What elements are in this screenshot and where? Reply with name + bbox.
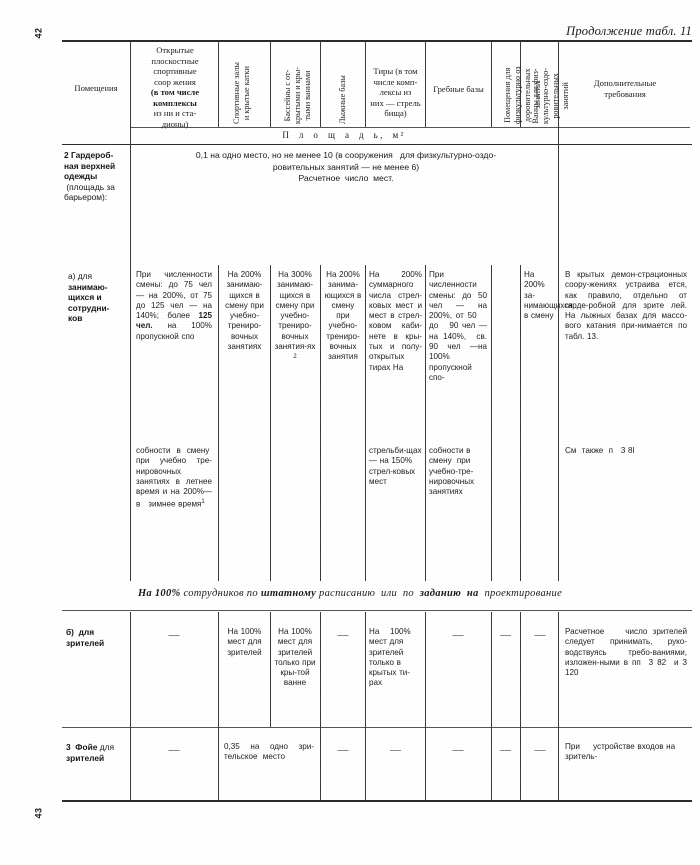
rowlabel-cloakroom: 2 Гардероб-ная верхней одежды (площадь за… (64, 150, 116, 203)
colhead-ski-bases: Лыжные базы (338, 75, 347, 124)
vrule-c5 (365, 41, 366, 127)
rowlabel-spectators: б) для зрителей (66, 627, 105, 648)
vrule-c1 (130, 41, 131, 144)
colhead-extra-req: Дополнительные требования (593, 78, 657, 99)
colhead-gyms: Спортивные залы и крытые катки (232, 62, 251, 124)
cell-foyer-ski-bases: — (337, 744, 349, 756)
vrule-b7 (491, 265, 492, 581)
cell-participants-gyms: На 200% занимаю-щихся в смену при учебно… (225, 270, 264, 352)
vrule-d2 (218, 612, 219, 800)
colhead-pools: Бассейны с от-крытыми и кры-тыми ваннами (283, 67, 312, 124)
vrule-c6 (425, 41, 426, 127)
colhead-rowing: Гребные базы (433, 84, 484, 94)
vrule-c7 (491, 41, 492, 127)
cell-foyer-shooting: — (390, 744, 401, 756)
cell-participants-fitness-rooms: На 200% за-нимающихся в смену (524, 270, 573, 321)
cell-foyer-extra-req: При устройстве входов на зритель- (565, 742, 676, 762)
rule-under-units (62, 144, 692, 145)
cell-spectators-gyms: На 100% мест для зрителей (227, 627, 262, 657)
cell-spectators-fitness-rooms: — (500, 629, 511, 641)
cell-spectators-rowing: — (452, 629, 464, 641)
cell-participants-rowing-cont: собности в смену при учебно-тре-нировочн… (429, 446, 475, 497)
cell-participants-ski-bases: На 200% занима-ющихся в смену при учебно… (324, 270, 362, 362)
colhead-open-flat: Открытые плоскостные спортивные соор жения(… (150, 45, 200, 129)
cell-spectators-extra-req: Расчетное число зрителей следует принима… (565, 627, 687, 678)
vrule-d3 (270, 612, 271, 727)
cell-spectators-open-flat: — (168, 629, 180, 641)
rowlabel-foyer: 3 Фойе для зрителей (66, 742, 115, 763)
banner-staff-note: На 100% сотрудников по штатному расписан… (137, 588, 563, 599)
cell-participants-extra-req-cont: См также п 3 8I (565, 446, 635, 455)
vrule-b5 (365, 265, 366, 581)
cell-spectators-pools: На 100% мест для зрителей только при кры… (274, 627, 316, 688)
vrule-c3 (270, 41, 271, 127)
vrule-b9 (558, 144, 559, 581)
vrule-b6 (425, 265, 426, 581)
vrule-c2 (218, 41, 219, 127)
rule-above-spectators (62, 610, 692, 611)
vrule-c8 (520, 41, 521, 127)
cell-participants-open-flat: При численности смены: до 75 чел — на 20… (136, 270, 212, 341)
vrule-d4 (320, 612, 321, 800)
cell-participants-shooting: На 200% суммарного числа стрел-ковых мес… (369, 270, 422, 372)
vrule-b2 (218, 265, 219, 581)
vrule-c4 (320, 41, 321, 127)
cell-participants-rowing: При численности смены: до 50 чел — на 20… (429, 270, 487, 382)
vrule-b3 (270, 265, 271, 581)
folio-top: 42 (33, 27, 44, 39)
cell-foyer-fitness-pools: — (534, 744, 546, 756)
cell-spectators-ski-bases: — (337, 629, 349, 641)
cell-foyer-open-flat: — (168, 744, 180, 756)
vrule-b4 (320, 265, 321, 581)
colhead-shooting: Тиры (в том числе комп-лексы из них — стре… (370, 66, 421, 118)
rule-top (62, 40, 692, 42)
cell-foyer-gyms-pools-span: 0,35 на одно зри-тельское место (224, 742, 314, 762)
colhead-premises: Помещения (74, 83, 118, 93)
vrule-b1 (130, 144, 131, 581)
vrule-d9 (558, 612, 559, 800)
vrule-d1 (130, 612, 131, 800)
vrule-b8 (520, 265, 521, 581)
units-row: П л о щ а д ь, м² (282, 130, 406, 140)
cell-participants-pools: На 300% занимаю-щихся в смену при учебно… (274, 270, 316, 361)
cloakroom-span-note: 0,1 на одно место, но не менее 10 (в соо… (195, 150, 497, 183)
cell-participants-open-flat-cont: собности в смену при учебно тре-нировочн… (136, 446, 212, 510)
vrule-c9 (558, 41, 559, 144)
running-head: Продолжение табл. 11 (566, 24, 692, 38)
vrule-d8 (520, 612, 521, 800)
vrule-d5 (365, 612, 366, 800)
vrule-d6 (425, 612, 426, 800)
cell-spectators-fitness-pools: — (534, 629, 546, 641)
cell-foyer-fitness-rooms: — (500, 744, 511, 756)
folio-bottom: 43 (33, 807, 44, 819)
cell-participants-shooting-cont: стрельби-щах — на 150% стрел-ковых мест (369, 446, 422, 486)
vrule-d7 (491, 612, 492, 800)
cell-participants-extra-req: В крытых демон-страционных соору-жениях … (565, 270, 687, 341)
cell-spectators-shooting: На 100% мест для зрителей только в крыты… (369, 627, 411, 688)
rowlabel-participants: а) для занимаю-щихся и сотрудни-ков (68, 271, 110, 324)
rule-under-colheads (130, 127, 690, 128)
cell-foyer-rowing: — (452, 744, 464, 756)
rule-bottom (62, 800, 692, 802)
rule-above-foyer (62, 727, 692, 728)
